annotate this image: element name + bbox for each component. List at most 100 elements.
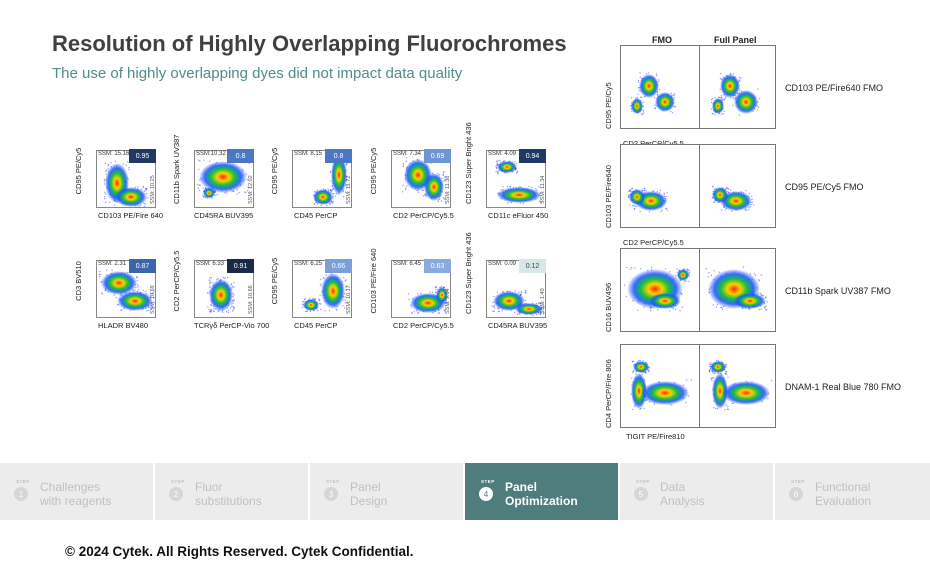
step-word: STEP xyxy=(16,479,30,484)
fmo-x-label: CD2 PerCP/Cy5.5 xyxy=(623,139,684,148)
ssm-plot: CD95 PE/Cy5 SSM: 15.16 0.95 SSM: 10.25 C… xyxy=(74,138,163,220)
fmo-label: CD11b Spark UV387 FMO xyxy=(785,286,891,296)
plot-y-label: CD3 BV510 xyxy=(74,261,83,301)
step-label-line1: Data xyxy=(660,480,686,494)
step-number: 4 xyxy=(479,487,493,501)
plot-x-label: CD103 PE/Fire 640 xyxy=(98,211,164,220)
step-number: 6 xyxy=(789,487,803,501)
step-label: Panel Optimization xyxy=(505,480,578,508)
step-label-line2: Evaluation xyxy=(815,494,872,508)
fmo-plot-pair xyxy=(620,144,776,228)
plot-y-label: CD123 Super Bright 436 xyxy=(464,232,473,314)
plot-y-label: CD95 PE/Cy5 xyxy=(369,147,378,195)
ssm-secondary: SSM: 12.02 xyxy=(248,175,254,204)
score-badge: 0.8 xyxy=(227,149,254,163)
fmo-plot xyxy=(621,345,699,427)
step-tab-2[interactable]: STEP 2 Fluor substitutions xyxy=(155,463,308,520)
plot-y-label: CD103 PE/Fire 640 xyxy=(369,248,378,314)
slide-title: Resolution of Highly Overlapping Fluoroc… xyxy=(52,31,567,56)
ssm-plot: CD2 PerCP/Cy5.5 SSM: 6.33 0.91 SSM: 10.6… xyxy=(172,248,269,330)
plot-area xyxy=(391,260,451,318)
fmo-column-header: FMO xyxy=(652,35,672,45)
full-panel-plot xyxy=(700,46,775,128)
step-label: Functional Evaluation xyxy=(815,480,871,508)
fmo-y-label: CD95 PE/Cy5 xyxy=(604,82,613,129)
step-label: Fluor substitutions xyxy=(195,480,262,508)
slide-subtitle: The use of highly overlapping dyes did n… xyxy=(52,65,463,82)
score-badge: 0.91 xyxy=(227,259,254,273)
fmo-plot-pair xyxy=(620,344,776,428)
ssm-plot: CD95 PE/Cy5 SSM: 6.25 0.66 SSM: 10.17 CD… xyxy=(270,248,352,330)
fmo-plot xyxy=(621,145,699,227)
score-badge: 0.95 xyxy=(129,149,156,163)
ssm-plot: CD103 PE/Fire 640 SSM: 6.45 0.63 SSM: 9.… xyxy=(369,248,454,330)
step-tab-1[interactable]: STEP 1 Challenges with reagents xyxy=(0,463,153,520)
ssm-secondary: SSM: 11.38 xyxy=(445,175,451,204)
score-badge: 0.8 xyxy=(325,149,352,163)
step-word: STEP xyxy=(636,479,650,484)
fmo-label: DNAM-1 Real Blue 780 FMO xyxy=(785,382,902,392)
ssm-value: SSM: 15.16 xyxy=(98,151,130,157)
fmo-x-label: TIGIT PE/Fire810 xyxy=(626,432,685,441)
full-panel-plot xyxy=(700,345,775,427)
step-label: Panel Design xyxy=(350,480,387,508)
plot-divider xyxy=(699,46,700,128)
step-tab-6[interactable]: STEP 6 Functional Evaluation xyxy=(775,463,930,520)
score-badge: 0.87 xyxy=(129,259,156,273)
footer-copyright: © 2024 Cytek. All Rights Reserved. Cytek… xyxy=(65,544,414,559)
plot-x-label: CD11c eFluor 450 xyxy=(488,211,549,220)
step-word: STEP xyxy=(171,479,185,484)
plot-y-label: CD95 PE/Cy5 xyxy=(270,257,279,305)
step-label-line2: Design xyxy=(350,494,388,508)
ssm-secondary: SSM: 10.25 xyxy=(150,175,156,204)
step-number: 5 xyxy=(634,487,648,501)
step-tab-5[interactable]: STEP 5 Data Analysis xyxy=(620,463,773,520)
plot-y-label: CD95 PE/Cy5 xyxy=(74,147,83,195)
step-tab-3[interactable]: STEP 3 Panel Design xyxy=(310,463,463,520)
plot-y-label: CD123 Super Bright 436 xyxy=(464,122,473,204)
ssm-plot: CD95 PE/Cy5 SSM: 8.15 0.8 SSM: 11.72 CD4… xyxy=(270,138,352,220)
step-number: 3 xyxy=(324,487,338,501)
fmo-plot xyxy=(621,46,699,128)
step-label-line1: Fluor xyxy=(195,480,223,494)
step-tab-4[interactable]: STEP 4 Panel Optimization xyxy=(465,463,618,520)
plot-area xyxy=(194,260,254,318)
ssm-plot: CD3 BV510 SSM: 2.31 0.87 SSM: 10.69 HLAD… xyxy=(74,248,156,330)
ssm-value: SSM: 2.31 xyxy=(98,261,127,267)
plot-x-label: CD45RA BUV395 xyxy=(488,321,548,330)
ssm-value: SSM: 0.09 xyxy=(488,261,517,267)
ssm-secondary: SSM: 11.72 xyxy=(346,175,352,204)
plot-y-label: CD11b Spark UV387 xyxy=(172,134,181,204)
ssm-value: SSM: 4.09 xyxy=(488,151,517,157)
plot-divider xyxy=(699,345,700,427)
ssm-plot: CD95 PE/Cy5 SSM: 7.34 0.69 SSM: 11.38 CD… xyxy=(369,138,454,220)
step-word: STEP xyxy=(481,479,495,484)
plot-area xyxy=(292,260,352,318)
ssm-value: SSM: 6.25 xyxy=(294,261,323,267)
ssm-value: SSM: 6.33 xyxy=(196,261,225,267)
plot-y-label: CD2 PerCP/Cy5.5 xyxy=(172,250,181,312)
ssm-secondary: SSM: 1.40 xyxy=(540,288,546,314)
step-number: 2 xyxy=(169,487,183,501)
fmo-x-label: CD2 PerCP/Cy5.5 xyxy=(623,238,684,247)
step-label-line2: substitutions xyxy=(195,494,262,508)
fmo-label: CD103 PE/Fire640 FMO xyxy=(785,83,884,93)
plot-x-label: CD2 PerCP/Cy5.5 xyxy=(393,321,454,330)
score-badge: 0.94 xyxy=(519,149,546,163)
plot-x-label: TCRγδ PerCP-Vio 700 xyxy=(194,321,270,330)
ssm-plot: CD11b Spark UV387 SSM:10.32 0.8 SSM: 12.… xyxy=(172,135,254,220)
score-badge: 0.63 xyxy=(424,259,451,273)
step-number: 1 xyxy=(14,487,28,501)
full-panel-plot xyxy=(700,249,775,331)
plot-divider xyxy=(699,249,700,331)
plot-x-label: CD45 PerCP xyxy=(294,321,338,330)
step-label-line1: Panel xyxy=(505,480,538,494)
ssm-secondary: SSM: 9.84 xyxy=(445,288,451,314)
ssm-secondary: SSM: 10.66 xyxy=(248,285,254,314)
plot-x-label: CD45 PerCP xyxy=(294,211,338,220)
step-navigation: STEP 1 Challenges with reagents STEP 2 Flu… xyxy=(0,463,930,520)
fmo-plot-pair xyxy=(620,248,776,332)
step-label: Data Analysis xyxy=(660,480,705,508)
fmo-y-label: CD4 PerCP/Fire 806 xyxy=(604,359,613,428)
